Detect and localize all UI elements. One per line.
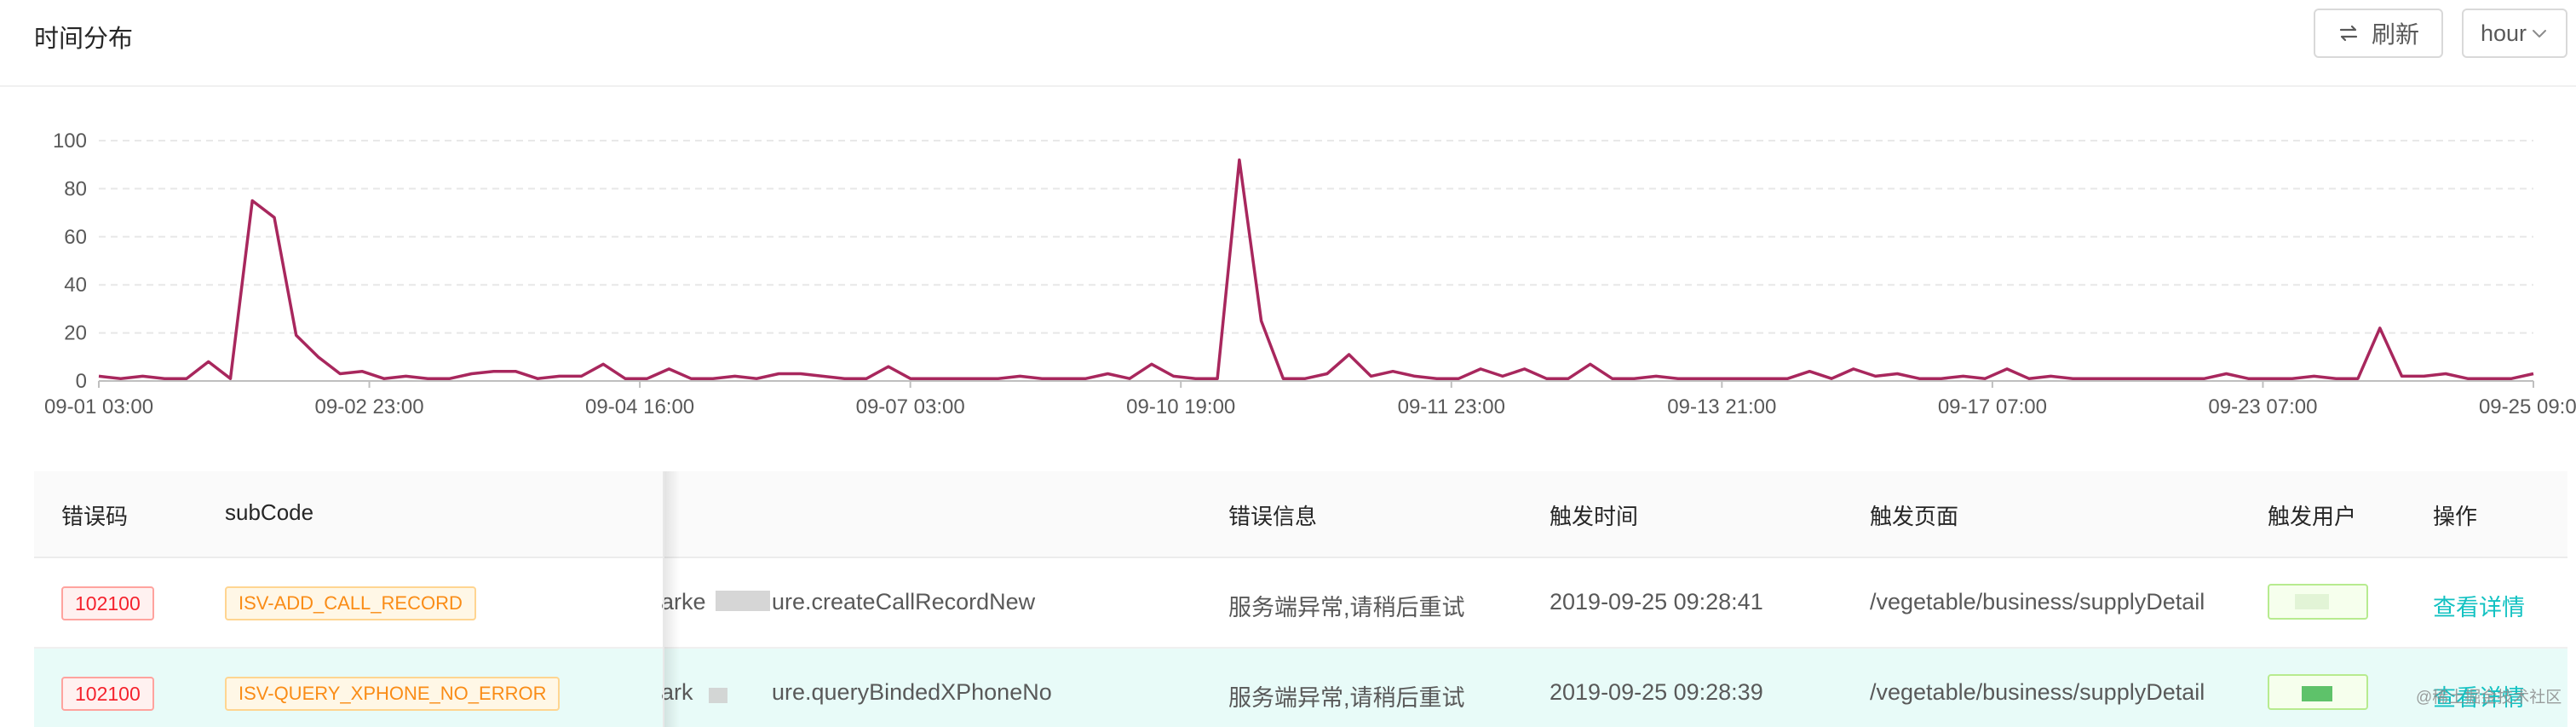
error-message: 服务端异常,请稍后重试 — [1228, 685, 1465, 711]
redacted-block — [716, 591, 770, 611]
y-tick-label: 100 — [53, 130, 87, 153]
x-tick-label: 09-25 09:00 — [2479, 395, 2576, 418]
page-header: 时间分布 刷新 hour — [0, 0, 2576, 87]
subcode-tag: ISV-QUERY_XPHONE_NO_ERROR — [225, 677, 561, 711]
column-header-message: 错误信息 — [1228, 504, 1318, 529]
y-tick-label: 80 — [64, 177, 87, 200]
fixed-column-divider — [663, 471, 664, 727]
column-header-time: 触发时间 — [1550, 504, 1639, 529]
x-tick-label: 09-01 03:00 — [44, 395, 153, 418]
column-header-action: 操作 — [2433, 504, 2478, 529]
method-name: ure.createCallRecordNew — [772, 589, 1036, 614]
table-row: 102100 ISV-QUERY_XPHONE_NO_ERROR ark ure… — [34, 649, 2567, 727]
trigger-page: /vegetable/business/supplyDetail — [1870, 679, 2205, 705]
page-title: 时间分布 — [34, 26, 134, 53]
trigger-page: /vegetable/business/supplyDetail — [1870, 589, 2205, 614]
error-code-tag: 102100 — [61, 586, 154, 620]
watermark: @稀土掘金技术社区 — [2416, 689, 2562, 707]
table-row: 102100 ISV-ADD_CALL_RECORD arke ure.crea… — [34, 558, 2567, 649]
chevron-down-icon — [2533, 30, 2547, 38]
x-tick-label: 09-10 19:00 — [1126, 395, 1235, 418]
interval-select[interactable]: hour — [2462, 9, 2567, 58]
y-tick-label: 60 — [64, 226, 87, 249]
x-tick-label: 09-17 07:00 — [1938, 395, 2047, 418]
method-prefix: arke — [661, 589, 706, 614]
x-tick-label: 09-11 23:00 — [1398, 395, 1505, 418]
column-header-code: 错误码 — [61, 504, 129, 529]
user-tag — [2268, 674, 2368, 710]
x-tick-label: 09-13 21:00 — [1667, 395, 1776, 418]
series-line — [98, 158, 2534, 380]
error-message: 服务端异常,请稍后重试 — [1228, 595, 1465, 620]
column-header-user: 触发用户 — [2268, 504, 2357, 529]
redacted-block — [709, 688, 727, 703]
y-tick-label: 40 — [64, 274, 87, 297]
user-tag — [2268, 584, 2368, 620]
x-tick-label: 09-04 16:00 — [585, 395, 694, 418]
error-table: 错误码 subCode 错误信息 触发时间 触发页面 触发用户 操作 10210… — [34, 471, 2567, 727]
column-header-page: 触发页面 — [1870, 504, 1959, 529]
refresh-button[interactable]: 刷新 — [2314, 9, 2443, 58]
x-tick-label: 09-02 23:00 — [315, 395, 424, 418]
column-header-subcode: subCode — [225, 499, 314, 525]
fixed-column-shadow — [663, 471, 680, 727]
method-name: ure.queryBindedXPhoneNo — [772, 679, 1052, 705]
subcode-tag: ISV-ADD_CALL_RECORD — [225, 586, 476, 620]
table-header: 错误码 subCode 错误信息 触发时间 触发页面 触发用户 操作 — [34, 471, 2567, 558]
refresh-icon — [2339, 25, 2358, 42]
refresh-button-label: 刷新 — [2371, 21, 2419, 48]
x-tick-label: 09-07 03:00 — [856, 395, 965, 418]
trigger-time: 2019-09-25 09:28:39 — [1550, 679, 1763, 705]
method-prefix: ark — [661, 679, 693, 706]
y-tick-label: 0 — [76, 370, 87, 393]
time-distribution-chart: 0 20 40 60 80 100 09-01 03:00 09-02 23:00 09-04 … — [44, 130, 2576, 418]
x-tick-label: 09-23 07:00 — [2208, 395, 2317, 418]
view-details-link[interactable]: 查看详情 — [2433, 685, 2525, 711]
view-details-link[interactable]: 查看详情 — [2433, 595, 2525, 620]
trigger-time: 2019-09-25 09:28:41 — [1550, 589, 1763, 614]
interval-select-value: hour — [2481, 20, 2527, 46]
error-code-tag: 102100 — [61, 677, 154, 711]
y-tick-label: 20 — [64, 322, 87, 345]
